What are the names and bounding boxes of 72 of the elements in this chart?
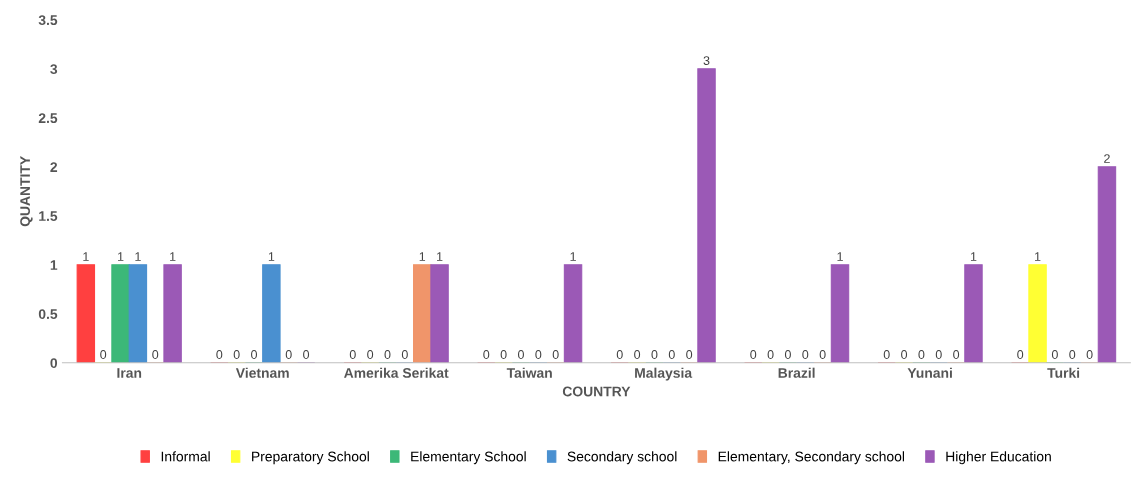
legend-label: Elementary, Secondary school <box>718 451 905 465</box>
legend-label: Higher Education <box>946 451 1051 465</box>
x-tick-label: Iran <box>117 368 142 378</box>
legend-label: Preparatory School <box>252 451 369 465</box>
data-label: 3 <box>703 56 710 66</box>
x-tick-label: Amerika Serikat <box>344 367 449 378</box>
data-label: 0 <box>1017 350 1024 359</box>
data-label: 1 <box>1035 252 1041 261</box>
data-label: 1 <box>970 252 977 261</box>
data-label: 1 <box>83 252 89 261</box>
data-label: 0 <box>367 350 374 359</box>
y-tick-label: 3 <box>50 64 58 75</box>
data-label: 0 <box>535 350 542 359</box>
legend-label: Secondary school <box>567 451 677 465</box>
legend-label: Elementary School <box>411 451 526 465</box>
data-label: 0 <box>750 350 757 359</box>
data-label: 0 <box>552 350 559 359</box>
y-tick-label: 0 <box>50 358 58 368</box>
data-label: 0 <box>483 350 490 359</box>
x-tick-label: Yunani <box>907 367 952 378</box>
data-label: 0 <box>616 350 623 359</box>
y-tick-label: 2.5 <box>38 113 58 124</box>
y-tick-label: 1.5 <box>39 211 58 222</box>
data-label: 0 <box>285 350 292 359</box>
data-label: 1 <box>170 252 176 261</box>
data-label: 0 <box>883 350 890 359</box>
data-label: 0 <box>651 350 658 359</box>
data-label: 0 <box>100 350 107 359</box>
data-label: 0 <box>518 350 524 359</box>
data-label: 0 <box>216 350 223 359</box>
data-label: 0 <box>634 350 641 359</box>
y-tick-label: 1 <box>50 260 58 270</box>
data-label: 0 <box>152 350 159 359</box>
data-label: 1 <box>268 252 275 261</box>
data-label: 1 <box>437 252 443 261</box>
x-tick-label: Taiwan <box>506 367 552 378</box>
x-tick-label: Malaysia <box>635 367 693 381</box>
data-label: 0 <box>1086 350 1093 359</box>
y-tick-label: 2 <box>50 162 58 172</box>
data-label: 0 <box>819 350 826 359</box>
data-label: 0 <box>349 350 356 359</box>
x-tick-label: Brazil <box>778 367 815 378</box>
y-tick-label: 3.5 <box>38 15 58 26</box>
data-label: 0 <box>784 350 791 359</box>
data-label: 0 <box>500 350 507 359</box>
data-label: 0 <box>901 350 908 359</box>
data-label: 1 <box>118 252 124 261</box>
y-axis-title: QUANTITY <box>20 156 33 227</box>
legend-label: Informal <box>161 451 210 462</box>
data-label: 0 <box>686 350 693 359</box>
data-label: 0 <box>668 350 675 359</box>
data-label: 0 <box>251 350 258 359</box>
data-label: 0 <box>1051 350 1058 359</box>
y-tick-label: 0.5 <box>38 309 58 319</box>
data-label: 1 <box>837 252 843 261</box>
data-label: 1 <box>570 252 576 261</box>
data-label: 0 <box>384 350 391 359</box>
x-tick-label: Vietnam <box>235 367 289 378</box>
data-label: 0 <box>401 350 408 359</box>
data-label: 1 <box>135 252 141 261</box>
data-label: 0 <box>767 350 774 359</box>
data-label: 0 <box>935 350 942 359</box>
x-tick-label: Turki <box>1047 367 1080 378</box>
data-label: 0 <box>918 350 925 359</box>
data-label: 0 <box>953 350 960 359</box>
data-label: 0 <box>802 350 809 359</box>
data-label: 0 <box>303 350 310 359</box>
x-axis-title: COUNTRY <box>562 386 631 397</box>
data-label: 0 <box>233 350 240 359</box>
data-label: 1 <box>419 252 426 261</box>
data-label: 0 <box>1069 350 1076 359</box>
data-label: 2 <box>1104 154 1110 163</box>
